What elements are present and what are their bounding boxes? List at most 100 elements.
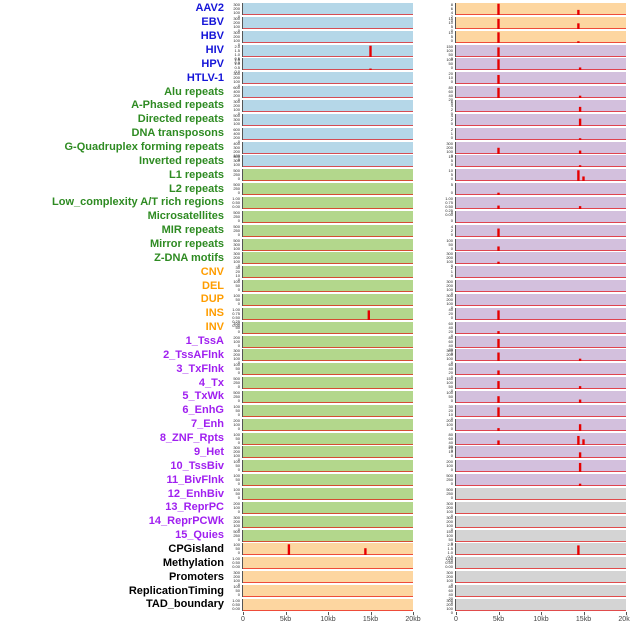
mini-plot-right [456, 127, 626, 140]
y-tick-label: 10 [448, 154, 453, 160]
y-tick-label: 0 [237, 217, 240, 223]
y-axis-ticks-left: 1.00 0.50 0.00 [228, 598, 243, 611]
y-tick-label: 4 [450, 9, 453, 15]
y-tick-label: 0 [450, 467, 453, 473]
mini-plot-left [243, 571, 413, 584]
y-tick-label: 1.5 [234, 47, 240, 53]
y-tick-label: 0.5 [234, 55, 240, 61]
y-tick-label: 0 [237, 83, 240, 89]
y-tick-label: 200 [446, 601, 453, 607]
signal-trace-left [243, 526, 413, 528]
mini-plot-right [456, 598, 626, 611]
y-tick-label: 200 [446, 255, 453, 261]
track-row: Low_complexity A/T rich regions 1.00 0.50 0… [0, 196, 630, 216]
y-tick-label: 100 [233, 356, 240, 362]
signal-trace-left [243, 402, 413, 403]
signal-trace-left [243, 291, 413, 293]
y-tick-label: 60 [448, 588, 453, 594]
y-tick-label: 0 [450, 332, 453, 338]
x-tick-mark [498, 611, 500, 615]
row-label: 1_TssA [185, 335, 224, 348]
track-row: 9_Het 300 200 100 0 20 10 0 [0, 446, 630, 462]
row-label: 13_ReprPC [165, 501, 224, 514]
mini-plot-left [243, 238, 413, 251]
y-tick-label: 0 [450, 17, 453, 23]
y-tick-label: 0 [450, 176, 453, 182]
y-tick-label: 0 [450, 291, 453, 297]
signal-trace-right [456, 277, 626, 279]
signal-trace-left [243, 346, 413, 348]
y-tick-label: 100 [446, 237, 453, 243]
track-row: INV 100 50 0 60 40 20 0 [0, 321, 630, 338]
signal-trace-right [456, 46, 626, 57]
y-tick-label: 40 [448, 366, 453, 372]
signal-trace-left [243, 208, 413, 209]
y-tick-label: 50 [235, 588, 240, 594]
signal-trace-left [243, 310, 413, 320]
y-tick-label: 100 [446, 421, 453, 427]
track-row: DUP 100 50 0 300 200 100 0 [0, 293, 630, 309]
y-tick-label: 0.00 [232, 564, 240, 570]
y-axis-ticks-left: 500 250 0 [228, 377, 243, 390]
mini-plot-left [243, 44, 413, 57]
y-axis-ticks-left: 500 250 0 [228, 389, 243, 403]
y-tick-label: 15 [448, 15, 453, 21]
signal-trace-right [456, 165, 626, 168]
mini-plot-right [456, 58, 626, 71]
y-axis-ticks-right: 60 40 20 0 [413, 363, 456, 379]
y-tick-label: 20 [448, 97, 453, 103]
y-axis-ticks-left: 200 100 0 [228, 418, 243, 431]
y-tick-label: 500 [233, 223, 240, 229]
y-tick-label: 200 [233, 518, 240, 524]
row-label: CNV [200, 265, 224, 278]
row-label: 3_TxFlnk [176, 362, 224, 375]
y-tick-label: 100 [233, 473, 240, 479]
y-tick-label: 0 [450, 134, 453, 140]
signal-trace-left [243, 513, 413, 514]
mini-plot-right [456, 183, 626, 196]
mini-plot-left [243, 16, 413, 29]
y-tick-label: 0 [237, 138, 240, 144]
y-axis-ticks-right: 20 10 0 [413, 446, 456, 459]
y-tick-label: 40 [448, 342, 453, 348]
signal-trace-right [456, 499, 626, 500]
y-tick-label: 40 [448, 592, 453, 598]
y-axis-ticks-left: 1.00 0.50 0.00 [228, 196, 243, 209]
y-axis-ticks-right: 200 100 0 [413, 460, 456, 473]
row-label: EBV [201, 16, 224, 29]
signal-trace-right [456, 137, 626, 140]
y-axis-ticks-right: 300 200 100 0 [413, 280, 456, 296]
mini-plot-left [243, 418, 413, 431]
axis-spacer-labels [0, 612, 228, 628]
y-tick-label: 0.75 [232, 310, 240, 316]
track-row: 14_ReprPCWk 300 200 100 0 300 200 100 0 [0, 515, 630, 531]
track-row: Z-DNA motifs 300 200 100 0 300 200 100 0 [0, 251, 630, 268]
signal-trace-right [456, 370, 626, 376]
y-tick-label: 100 [233, 487, 240, 492]
track-row: 10_TssBiv 100 50 0 200 100 0 [0, 459, 630, 473]
y-tick-label: 100 [233, 259, 240, 265]
track-row: L1 repeats 500 250 0 10 5 0 [0, 168, 630, 182]
mini-plot-right [456, 155, 626, 168]
row-label: DNA transposons [131, 127, 225, 140]
signal-trace-right [456, 205, 626, 209]
signal-trace-right [456, 245, 626, 251]
y-tick-label: 100 [233, 522, 240, 528]
y-axis-ticks-left: 2.0 1.5 1.0 0.5 0.0 [228, 44, 243, 64]
y-axis-ticks-right: 100 50 0 [413, 58, 456, 71]
track-row: AAV2 300 200 100 0 8 6 4 2 0 [0, 2, 630, 22]
y-tick-label: 0.50 [445, 560, 453, 566]
y-axis-ticks-left: 500 300 100 [228, 238, 243, 251]
y-tick-label: 0 [237, 300, 240, 306]
y-tick-label: 2.0 [447, 542, 453, 548]
y-tick-label: 500 [233, 389, 240, 395]
y-tick-label: 0 [450, 582, 453, 588]
track-row: HTLV-1 300 200 100 0 20 10 0 [0, 71, 630, 89]
y-axis-ticks-right: 300 200 100 0 [413, 293, 456, 309]
signal-trace-right [456, 338, 626, 348]
signal-trace-left [243, 152, 413, 154]
y-tick-label: 300 [446, 500, 453, 506]
y-axis-ticks-right: 150 100 50 0 [413, 377, 456, 393]
y-tick-label: 10 [235, 273, 240, 279]
